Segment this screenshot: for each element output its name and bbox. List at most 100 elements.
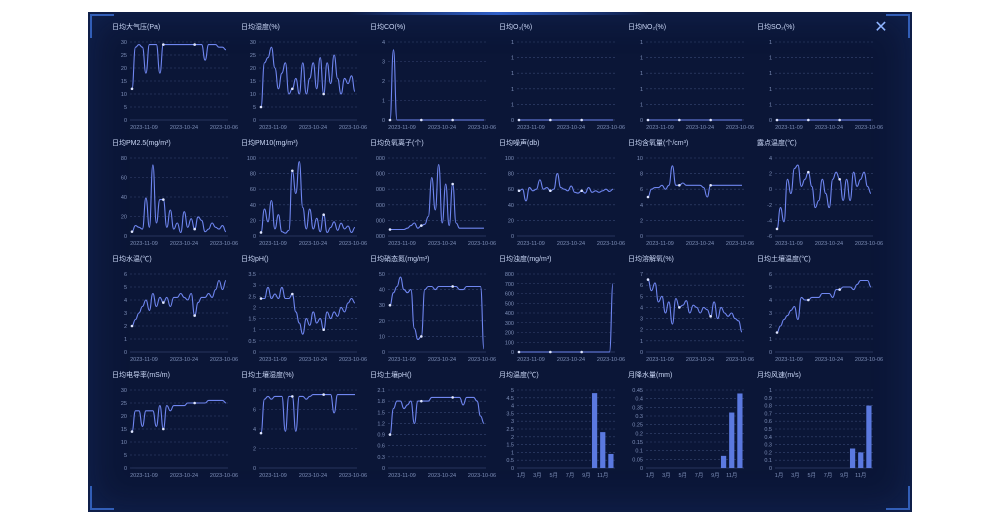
- chart-title: 日均CO(%): [370, 22, 405, 31]
- y-tick-label: 0: [640, 234, 643, 240]
- y-tick-label: 0: [769, 118, 772, 124]
- y-tick-label: 0: [124, 350, 127, 356]
- x-tick-label: 2023-10-24: [815, 241, 843, 247]
- y-tick-label: 0.8: [764, 404, 772, 410]
- y-tick-label: 3: [382, 60, 385, 66]
- x-tick-label: 2023-10-24: [428, 241, 456, 247]
- corner-decoration: [90, 14, 114, 38]
- x-tick-label: 5月: [678, 472, 687, 479]
- x-tick-label: 2023-10-24: [170, 241, 198, 247]
- chart-cell: 日均硝态氮(mg/m³) 0 10 20 30 40 50 2023-11-09 2023-10…: [370, 254, 496, 363]
- close-icon[interactable]: ✕: [874, 19, 888, 36]
- y-tick-label: 300: [505, 321, 514, 327]
- chart-cell: 日均PM2.5(mg/m³) 0 20 40 60 80 2023-11-09 2023-10…: [112, 138, 238, 247]
- data-point: [193, 401, 196, 405]
- chart-cell: 日均土壤湿度(%) 0 2 4 6 8 2023-11-09 2023-10-24 2023-1…: [241, 370, 367, 479]
- data-point: [291, 395, 294, 398]
- x-tick-label: 9月: [840, 472, 849, 479]
- series-line: [260, 394, 355, 434]
- x-tick-label: 2023-10-24: [428, 125, 456, 131]
- x-tick-label: 7月: [566, 472, 575, 479]
- y-tick-label: 4.5: [506, 396, 514, 402]
- chart-title: 日均PM2.5(mg/m³): [112, 138, 171, 147]
- x-tick-label: 2023-10-06: [339, 473, 367, 479]
- x-tick-label: 2023-10-24: [299, 241, 327, 247]
- series-line: [389, 396, 485, 436]
- data-point: [420, 224, 423, 227]
- y-tick-label: 0.3: [635, 414, 643, 420]
- chart-cell: 月均温度(℃) 0 0.5 11.5 2 2.5 3 3.54 4.5 5 1月 3月 5月 7月 9月 11…: [499, 370, 615, 479]
- y-tick-label: 600: [505, 292, 514, 298]
- data-point: [193, 43, 196, 46]
- chart-title: 日均SO₂(%): [757, 22, 795, 31]
- x-tick-label: 2023-10-24: [686, 357, 714, 363]
- data-point: [549, 350, 552, 354]
- series-line: [131, 164, 227, 234]
- y-tick-label: 0.5: [764, 427, 772, 433]
- chart-cell: 日均CO(%) 0 1 2 3 4 2023-11-09 2023-10-24 2023-10-…: [370, 22, 496, 131]
- data-point: [322, 92, 325, 96]
- y-tick-label: 80: [121, 156, 127, 162]
- data-point: [838, 118, 841, 122]
- x-tick-label: 2023-10-24: [299, 125, 327, 131]
- close-button[interactable]: ✕: [872, 19, 890, 37]
- series-line: [390, 163, 484, 231]
- x-tick-label: 2023-11-09: [646, 125, 674, 131]
- y-tick-label: 6: [640, 187, 643, 193]
- chart-cell: 日均大气压(Pa) 0 5 10 15 20 25 30 2023-11-09 2023-10-2…: [112, 22, 238, 131]
- y-tick-label: 1: [124, 337, 127, 343]
- y-tick-label: 30: [121, 388, 127, 394]
- x-tick-label: 2023-10-06: [597, 357, 625, 363]
- corner-decoration: [886, 14, 910, 38]
- chart-title: 日均水温(℃): [112, 254, 152, 263]
- y-tick-label: 2: [640, 218, 643, 224]
- chart-title: 日均大气压(Pa): [112, 22, 160, 31]
- x-tick-label: 2023-11-09: [259, 357, 287, 363]
- top-accent-bar: [348, 12, 648, 15]
- data-point: [678, 118, 681, 122]
- x-tick-label: 2023-10-06: [210, 357, 238, 363]
- x-tick-label: 2023-11-09: [259, 125, 287, 131]
- series-line: [776, 164, 872, 230]
- x-tick-label: 2023-10-06: [855, 125, 883, 131]
- bar: [737, 393, 743, 468]
- y-tick-label: 0: [253, 118, 256, 124]
- y-tick-label: 20: [379, 319, 385, 325]
- y-tick-label: 1: [511, 102, 514, 108]
- data-point: [775, 118, 779, 122]
- y-tick-label: 0: [511, 350, 514, 356]
- y-tick-label: 0.4: [764, 435, 772, 441]
- chart-cell: 日均土壤温度(℃) 0 1 2 3 4 5 6 2023-11-09 2023-10-24 2023…: [757, 254, 883, 363]
- x-tick-label: 2023-10-24: [299, 473, 327, 479]
- data-point: [162, 43, 165, 46]
- x-tick-label: 1月: [775, 472, 784, 479]
- x-tick-label: 2023-11-09: [646, 241, 674, 247]
- y-tick-label: 000: [376, 203, 385, 209]
- x-tick-label: 7月: [824, 472, 833, 479]
- y-tick-label: 15: [121, 427, 127, 433]
- y-tick-label: 1: [640, 71, 643, 77]
- y-tick-label: 6: [253, 408, 256, 414]
- y-tick-label: 4: [769, 298, 772, 304]
- data-point: [451, 182, 454, 186]
- chart-title: 月均温度(℃): [499, 370, 539, 379]
- data-point: [291, 292, 294, 296]
- y-tick-label: 0.3: [764, 443, 772, 449]
- y-tick-label: 0.15: [632, 440, 643, 446]
- x-tick-label: 2023-10-24: [299, 357, 327, 363]
- data-point: [517, 189, 521, 193]
- y-tick-label: 000: [376, 218, 385, 224]
- y-tick-label: 5: [124, 453, 127, 459]
- y-tick-label: 0: [382, 350, 385, 356]
- y-tick-label: 4: [640, 203, 643, 209]
- chart-cell: 月均风速(m/s)00.10.20.30.40.50.60.70.80.911月…: [757, 370, 873, 479]
- data-point: [451, 396, 454, 399]
- chart-title: 日均溶解氧(%): [628, 254, 674, 263]
- chart-title: 日均负氧离子(个): [370, 138, 424, 147]
- y-tick-label: 100: [505, 156, 514, 162]
- y-tick-label: 000: [376, 172, 385, 178]
- y-tick-label: 5: [124, 105, 127, 111]
- x-tick-label: 2023-10-06: [339, 357, 367, 363]
- y-tick-label: 10: [121, 440, 127, 446]
- y-tick-label: 0.2: [764, 450, 772, 456]
